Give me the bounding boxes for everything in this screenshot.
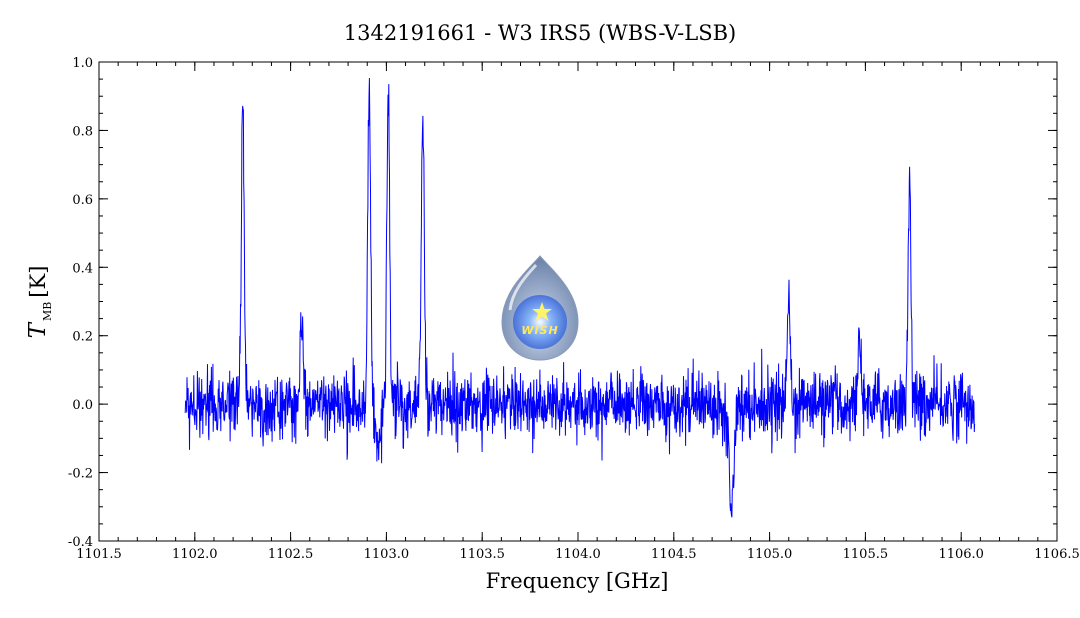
svg-text:TMB[K]: TMB [K] (25, 266, 54, 339)
axis-ticks: 1101.5 1102.0 1102.5 1103.0 1103.5 1104.0 1104… (68, 56, 1080, 562)
y-axis-subscript: MB (41, 302, 54, 321)
x-tick-label: 1105.5 (843, 547, 889, 562)
y-tick-label: 0.6 (72, 193, 93, 208)
y-tick-label: 0.4 (72, 261, 93, 276)
logo-text: WISH (521, 324, 558, 337)
x-tick-label: 1103.0 (364, 547, 410, 562)
plot-axes (98, 61, 1058, 542)
y-tick-label: -0.2 (68, 467, 93, 482)
y-axis-symbol: T (25, 321, 51, 338)
x-tick-label: 1104.0 (555, 547, 601, 562)
y-axis-label: TMB [K] (25, 266, 54, 339)
spectrum-series-line (184, 77, 976, 518)
x-axis-label: Frequency [GHz] (486, 569, 669, 593)
y-tick-label: 0.2 (72, 330, 93, 345)
x-tick-label: 1105.0 (747, 547, 793, 562)
y-tick-label: 0.8 (72, 124, 93, 139)
star-icon (532, 302, 552, 321)
x-tick-label: 1104.5 (651, 547, 697, 562)
x-tick-label: 1103.5 (459, 547, 505, 562)
x-tick-label: 1102.5 (268, 547, 314, 562)
wish-logo: WISH (501, 255, 579, 361)
x-tick-label: 1102.0 (172, 547, 218, 562)
data-layer (184, 77, 976, 518)
y-axis-unit: [K] (26, 266, 50, 298)
plot-frame (98, 61, 1058, 542)
x-tick-label: 1101.5 (76, 547, 122, 562)
y-tick-label: 0.0 (72, 398, 93, 413)
y-tick-label: 1.0 (72, 56, 93, 71)
y-tick-label: -0.4 (68, 535, 93, 550)
x-tick-label: 1106.0 (938, 547, 984, 562)
chart-title: 1342191661 - W3 IRS5 (WBS-V-LSB) (344, 21, 736, 45)
x-tick-label: 1106.5 (1034, 547, 1080, 562)
